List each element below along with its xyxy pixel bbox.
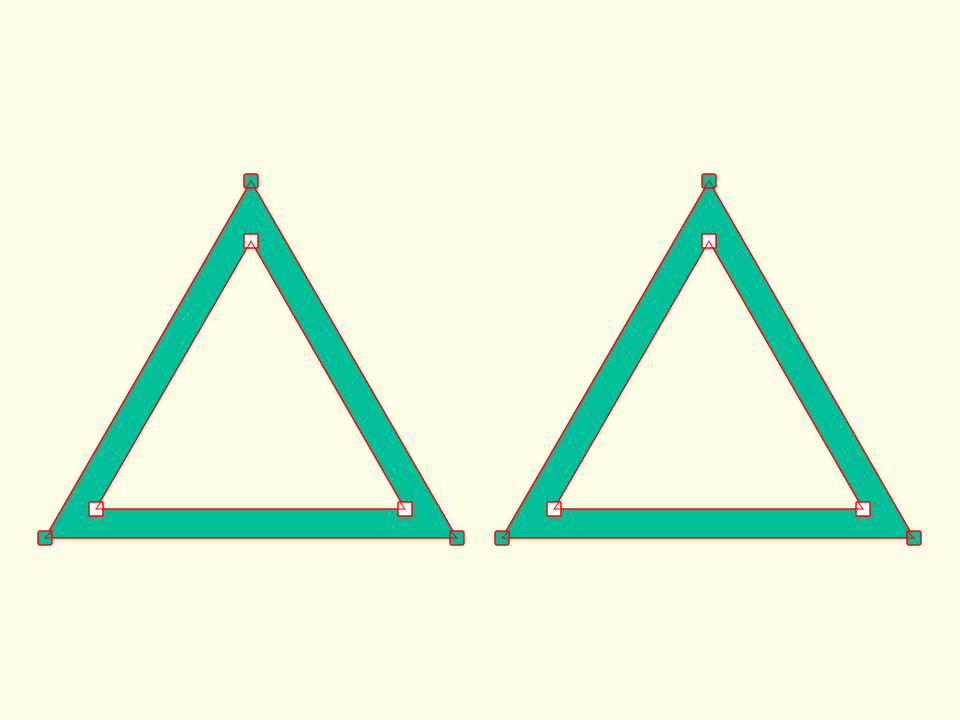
vertex-handle-right-outer-left[interactable] [494,529,510,546]
vertex-handle-left-inner-left[interactable] [88,501,104,517]
vertex-handle-right-outer-right[interactable] [906,529,922,546]
vertex-handle-right-inner-left[interactable] [546,501,562,517]
vertex-handle-right-outer-top[interactable] [701,173,717,189]
triangle-frame-left[interactable] [37,173,465,546]
triangle-frame-right[interactable] [494,173,922,546]
vertex-handle-right-inner-top[interactable] [701,233,717,249]
vertex-handle-left-outer-left[interactable] [37,529,53,546]
triangle-frame-right-shape[interactable] [500,179,916,539]
vertex-handle-left-outer-right[interactable] [449,529,465,546]
vertex-handle-right-inner-right[interactable] [855,501,871,517]
vertex-handle-left-inner-top[interactable] [243,233,259,249]
triangle-frame-left-shape[interactable] [43,179,459,539]
vertex-handle-left-inner-right[interactable] [397,501,413,517]
vertex-handle-left-outer-top[interactable] [243,173,259,189]
